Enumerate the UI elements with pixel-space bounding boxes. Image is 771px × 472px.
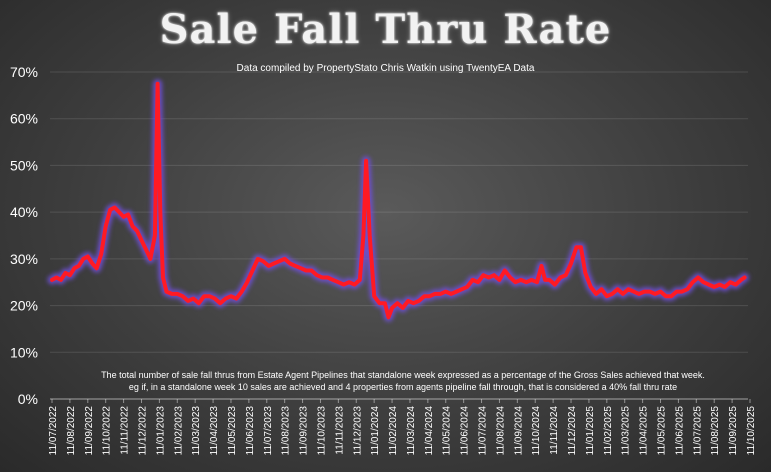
y-tick-label: 30% <box>10 251 38 267</box>
y-tick-label: 0% <box>18 391 38 407</box>
x-tick-label: 11/04/2023 <box>209 406 220 456</box>
chart-subtitle: Data compiled by PropertyStato Chris Wat… <box>236 63 535 74</box>
x-tick-label: 11/11/2022 <box>120 406 131 455</box>
x-tick-label: 11/01/2025 <box>585 406 596 456</box>
x-tick-label: 11/11/2023 <box>334 406 345 455</box>
y-tick-label: 50% <box>10 157 38 173</box>
y-tick-label: 60% <box>10 111 38 127</box>
series-line <box>50 81 747 320</box>
x-tick-label: 11/06/2024 <box>460 406 471 456</box>
x-tick-label: 11/05/2024 <box>442 406 453 456</box>
chart-footnote: The total number of sale fall thrus from… <box>58 369 748 393</box>
x-tick-label: 11/01/2023 <box>155 406 166 456</box>
x-tick-label: 11/12/2022 <box>137 406 148 456</box>
x-tick-label: 11/09/2024 <box>513 406 524 456</box>
x-tick-label: 11/08/2024 <box>495 406 506 456</box>
x-tick-label: 11/02/2025 <box>603 406 614 456</box>
x-tick-label: 11/09/2025 <box>728 406 739 456</box>
x-tick-label: 11/10/2023 <box>316 406 327 456</box>
x-tick-label: 11/05/2025 <box>657 406 668 456</box>
x-tick-label: 11/12/2024 <box>567 406 578 456</box>
x-tick-label: 11/10/2025 <box>746 406 757 456</box>
x-tick-label: 11/04/2025 <box>639 406 650 456</box>
x-tick-label: 11/03/2025 <box>621 406 632 456</box>
y-tick-label: 40% <box>10 204 38 220</box>
y-tick-label: 70% <box>10 64 38 80</box>
x-tick-label: 11/10/2024 <box>531 406 542 456</box>
x-tick-label: 11/10/2022 <box>102 406 113 456</box>
x-tick-label: 11/08/2025 <box>710 406 721 456</box>
x-tick-label: 11/06/2023 <box>245 406 256 456</box>
x-tick-label: 11/08/2022 <box>66 406 77 456</box>
chart-title: Sale Fall Thru Rate <box>159 6 612 53</box>
y-tick-label: 10% <box>10 344 38 360</box>
x-tick-label: 11/12/2023 <box>352 406 363 456</box>
x-tick-label: 11/08/2023 <box>281 406 292 456</box>
x-tick-label: 11/07/2025 <box>692 406 703 456</box>
y-tick-label: 20% <box>10 298 38 314</box>
x-tick-label: 11/02/2023 <box>173 406 184 456</box>
x-tick-label: 11/07/2023 <box>263 406 274 456</box>
x-tick-label: 11/09/2023 <box>299 406 310 456</box>
x-tick-label: 11/06/2025 <box>674 406 685 456</box>
footnote-line-1: The total number of sale fall thrus from… <box>101 370 705 380</box>
x-tick-label: 11/11/2024 <box>549 406 560 455</box>
x-tick-label: 11/04/2024 <box>424 406 435 456</box>
x-tick-label: 11/02/2024 <box>388 406 399 456</box>
x-tick-label: 11/03/2024 <box>406 406 417 456</box>
x-tick-label: 11/05/2023 <box>227 406 238 456</box>
x-tick-label: 11/07/2024 <box>478 406 489 456</box>
x-tick-label: 11/03/2023 <box>191 406 202 456</box>
x-tick-label: 11/07/2022 <box>48 406 59 456</box>
x-tick-label: 11/01/2024 <box>370 406 381 456</box>
x-tick-label: 11/09/2022 <box>84 406 95 456</box>
footnote-line-2: eg if, in a standalone week 10 sales are… <box>128 382 678 392</box>
